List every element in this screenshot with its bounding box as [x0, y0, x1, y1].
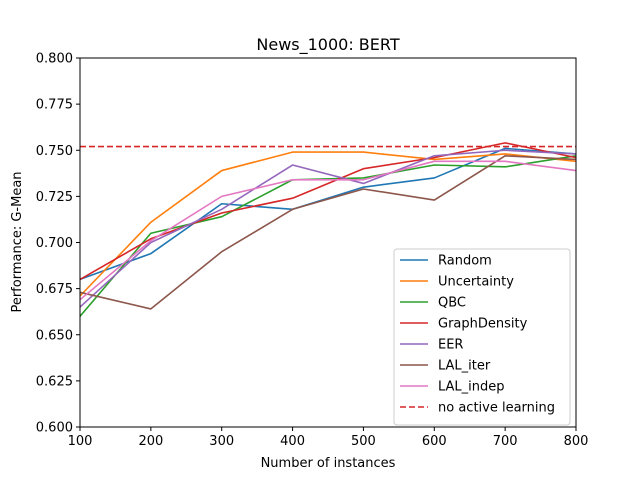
x-tick-label: 700	[493, 434, 518, 449]
y-tick-label: 0.625	[36, 374, 73, 389]
legend: Random Uncertainty QBC GraphDensity EER LAL_i…	[393, 248, 571, 426]
series-line-5	[79, 154, 577, 310]
y-tick-label: 0.725	[36, 190, 73, 205]
x-tick-label: 100	[68, 434, 93, 449]
legend-label: EER	[438, 338, 463, 353]
legend-label: LAL_iter	[438, 359, 491, 374]
legend-label: Uncertainty	[438, 275, 514, 290]
x-axis-label: Number of instances	[261, 456, 396, 471]
series-line-3	[79, 142, 577, 281]
y-tick-label: 0.800	[36, 52, 73, 67]
x-tick-label: 200	[138, 434, 163, 449]
x-axis: 100 200 300 400 500 600 700 800	[68, 427, 589, 449]
legend-label: LAL_indep	[438, 380, 505, 395]
chart-title: News_1000: BERT	[256, 35, 399, 55]
y-axis-label: Performance: G-Mean	[10, 171, 25, 312]
legend-label: Random	[438, 254, 492, 269]
series-line-1	[79, 151, 577, 297]
y-tick-label: 0.600	[36, 421, 73, 436]
series-line-2	[79, 154, 577, 317]
y-tick-label: 0.650	[36, 328, 73, 343]
legend-label: GraphDensity	[438, 317, 528, 332]
y-tick-label: 0.750	[36, 144, 73, 159]
series-line-6	[79, 160, 577, 301]
y-tick-label: 0.775	[36, 98, 73, 113]
x-tick-label: 800	[564, 434, 589, 449]
x-tick-label: 400	[280, 434, 305, 449]
x-tick-label: 600	[422, 434, 447, 449]
y-axis: 0.600 0.625 0.650 0.675 0.700 0.725 0.750 0.775…	[36, 52, 80, 436]
y-tick-label: 0.700	[36, 236, 73, 251]
x-tick-label: 500	[351, 434, 376, 449]
x-tick-label: 300	[209, 434, 234, 449]
series-layer	[79, 142, 577, 317]
series-line-0	[79, 147, 577, 281]
legend-box	[393, 248, 571, 426]
series-line-4	[79, 149, 577, 308]
y-tick-label: 0.675	[36, 282, 73, 297]
legend-label: QBC	[438, 296, 466, 311]
legend-label: no active learning	[438, 401, 555, 416]
